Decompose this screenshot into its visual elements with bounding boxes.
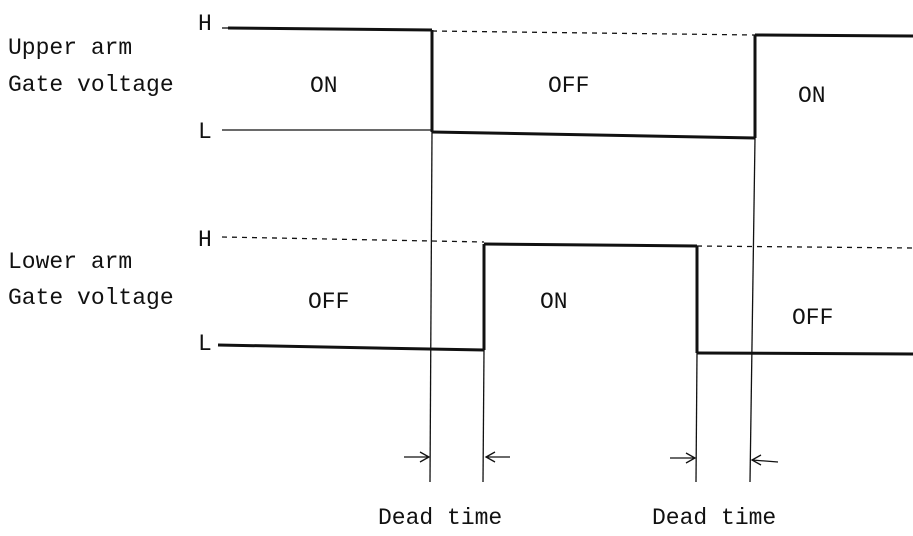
lower-label: Lower arm — [8, 249, 132, 275]
state: OFF — [308, 289, 349, 315]
state: OFF — [792, 305, 833, 331]
state: ON — [798, 83, 826, 109]
upper-label: Upper arm — [8, 35, 132, 61]
level-h: H — [198, 227, 212, 253]
dead-time-markers — [404, 131, 779, 483]
upper-waveform — [222, 26, 913, 140]
level-l: L — [198, 331, 212, 357]
level-l: L — [198, 119, 212, 145]
dead-time-label: Dead time — [652, 505, 776, 531]
dead-time-label: Dead time — [378, 505, 502, 531]
lower-waveform — [217, 236, 913, 356]
level-h: H — [198, 11, 212, 37]
upper-label: Gate voltage — [8, 72, 174, 98]
state: OFF — [548, 73, 589, 99]
state: ON — [310, 73, 338, 99]
lower-label: Gate voltage — [8, 285, 174, 311]
state: ON — [540, 289, 568, 315]
